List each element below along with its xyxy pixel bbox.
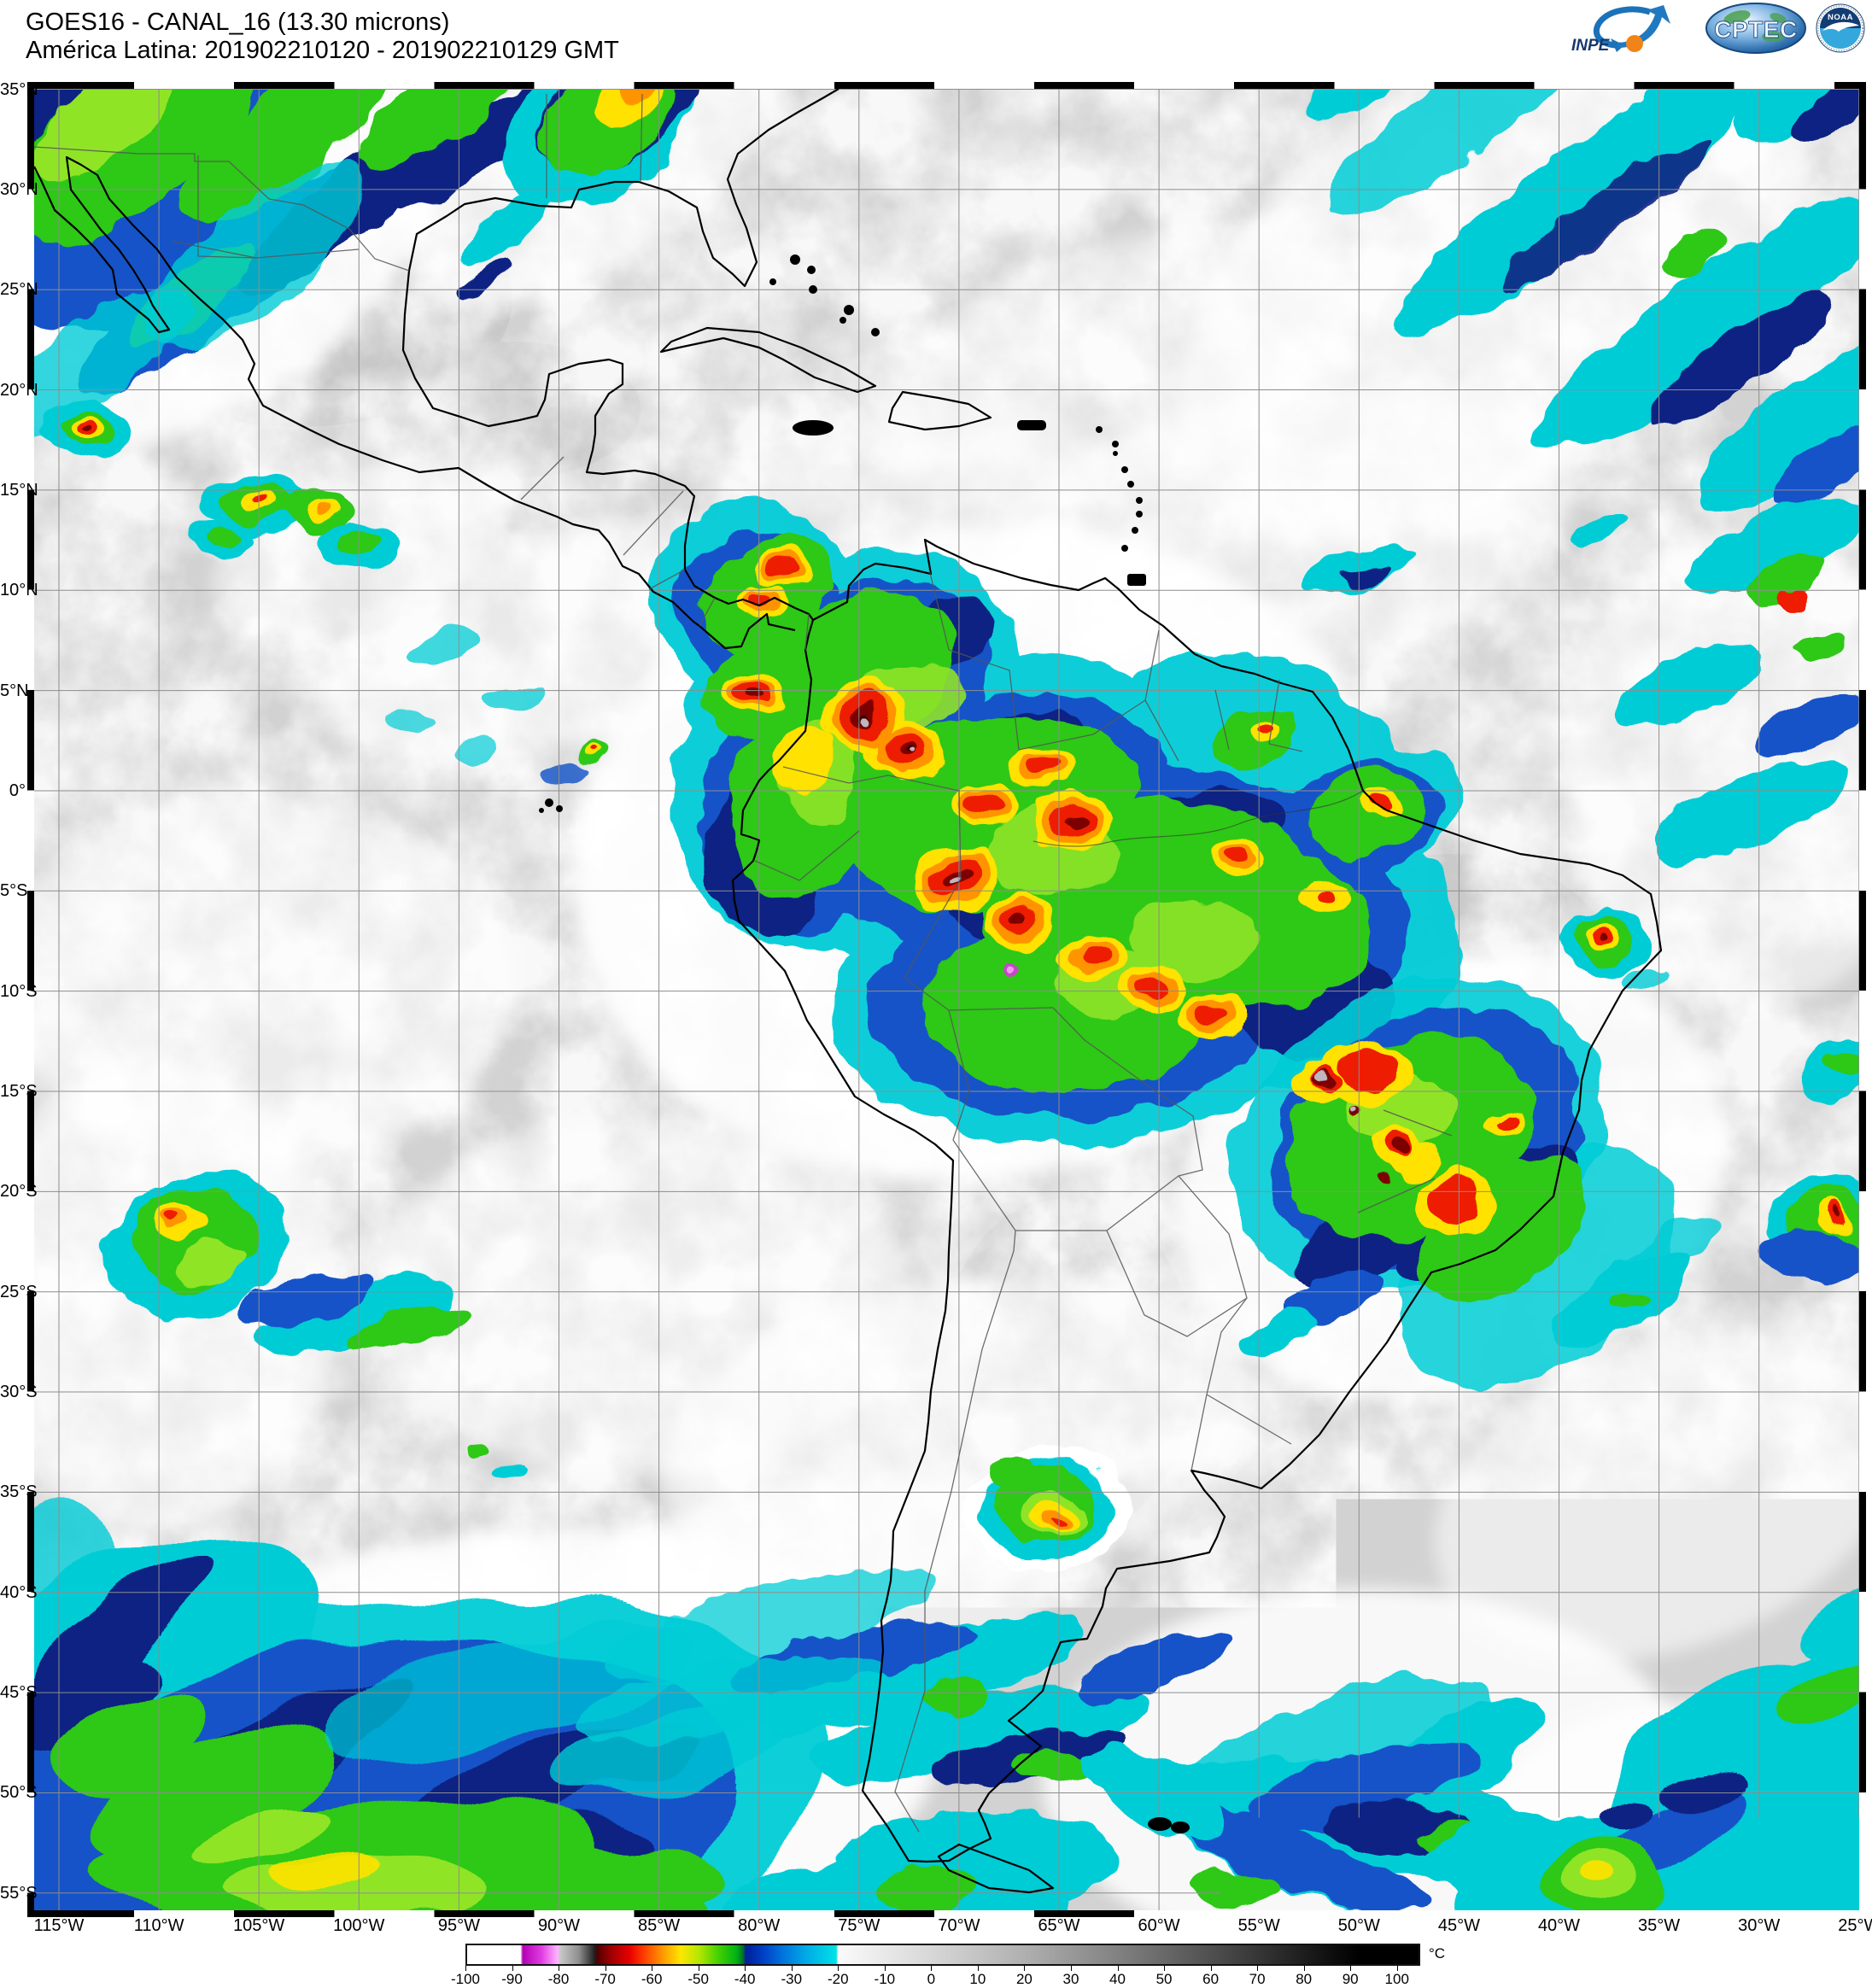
map-image-area (0, 0, 1872, 1988)
lon-label: 105°W (220, 1916, 297, 1936)
colorbar-tick-label: -30 (781, 1971, 802, 1988)
map-frame-top (27, 82, 1866, 89)
lat-label: 30°N (0, 180, 26, 200)
colorbar-tick-label: 60 (1202, 1971, 1219, 1988)
colorbar-tick-label: 90 (1343, 1971, 1359, 1988)
colorbar-tick-label: -40 (734, 1971, 756, 1988)
lon-label: 70°W (921, 1916, 997, 1936)
satellite-product-page: { "header": { "line1": "GOES16 - CANAL_1… (0, 0, 1872, 1988)
lat-label: 5°N (0, 681, 26, 701)
lon-label: 100°W (320, 1916, 397, 1936)
colorbar-tick-label: 40 (1109, 1971, 1126, 1988)
satellite-map (0, 0, 1872, 1988)
lon-label: 35°W (1621, 1916, 1698, 1936)
lat-label: 50°S (0, 1783, 26, 1803)
colorbar-tick-label: 70 (1249, 1971, 1266, 1988)
lon-label: 85°W (621, 1916, 698, 1936)
trinidad-island (1127, 574, 1146, 586)
jamaica-island (793, 420, 834, 436)
lat-label: 0° (0, 781, 26, 801)
colorbar-tick-label: -50 (687, 1971, 709, 1988)
lat-label: 30°S (0, 1383, 26, 1402)
colorbar-tick-label: 50 (1156, 1971, 1173, 1988)
lon-label: 60°W (1120, 1916, 1197, 1936)
lon-label: 45°W (1420, 1916, 1497, 1936)
lon-label: 95°W (420, 1916, 497, 1936)
lat-label: 20°S (0, 1182, 26, 1202)
lat-label: 40°S (0, 1583, 26, 1603)
colorbar-tick-label: -20 (828, 1971, 849, 1988)
lat-label: 15°S (0, 1082, 26, 1102)
colorbar-tick-label: 30 (1063, 1971, 1079, 1988)
colorbar-tick-label: 20 (1016, 1971, 1033, 1988)
map-frame-right (1859, 89, 1866, 1910)
lat-label: 20°N (0, 381, 26, 401)
lat-label: 25°N (0, 280, 26, 300)
storm-argentina-cell (965, 1443, 1127, 1571)
lon-label: 80°W (721, 1916, 798, 1936)
falkland-island (1148, 1817, 1172, 1831)
colorbar-unit: °C (1429, 1945, 1445, 1962)
colorbar-tick-label: 10 (969, 1971, 986, 1988)
lat-label: 10°N (0, 581, 26, 600)
colorbar-tick-labels: -100 -90 -80 -70 -60 -50 -40 -30 -20 -10 0 10 20 30 40… (465, 1971, 1420, 1986)
lon-label: 110°W (120, 1916, 197, 1936)
lon-label: 30°W (1721, 1916, 1798, 1936)
colorbar-tick-label: -70 (594, 1971, 616, 1988)
colorbar-gradient (465, 1944, 1420, 1966)
lon-label: 25°W (1821, 1916, 1872, 1936)
lon-label: 40°W (1521, 1916, 1598, 1936)
lon-label: 115°W (20, 1916, 97, 1936)
temperature-colorbar: -100 -90 -80 -70 -60 -50 -40 -30 -20 -10 0 10 20 30 40… (465, 1944, 1420, 1986)
colorbar-tick-label: -100 (451, 1971, 480, 1988)
lat-label: 35°N (0, 80, 26, 100)
colorbar-tick-label: 80 (1296, 1971, 1312, 1988)
colorbar-tick-label: 0 (927, 1971, 935, 1988)
colorbar-tick-label: -60 (641, 1971, 663, 1988)
lat-label: 45°S (0, 1683, 26, 1703)
lat-label: 55°S (0, 1884, 26, 1903)
galapagos-island (545, 798, 553, 807)
colorbar-tick-label: -10 (875, 1971, 896, 1988)
falkland-island (1171, 1821, 1190, 1833)
colorbar-tick-label: 100 (1385, 1971, 1409, 1988)
lon-label: 55°W (1220, 1916, 1297, 1936)
lon-label: 65°W (1021, 1916, 1097, 1936)
puerto-rico-island (1017, 420, 1046, 430)
lat-label: 5°S (0, 881, 26, 901)
lon-label: 50°W (1320, 1916, 1397, 1936)
lat-label: 10°S (0, 982, 26, 1002)
lat-label: 35°S (0, 1482, 26, 1502)
lon-label: 75°W (821, 1916, 898, 1936)
lat-label: 25°S (0, 1283, 26, 1302)
colorbar-tick-label: -80 (548, 1971, 570, 1988)
lat-label: 15°N (0, 481, 26, 500)
colorbar-tick-label: -90 (501, 1971, 523, 1988)
lon-label: 90°W (521, 1916, 598, 1936)
